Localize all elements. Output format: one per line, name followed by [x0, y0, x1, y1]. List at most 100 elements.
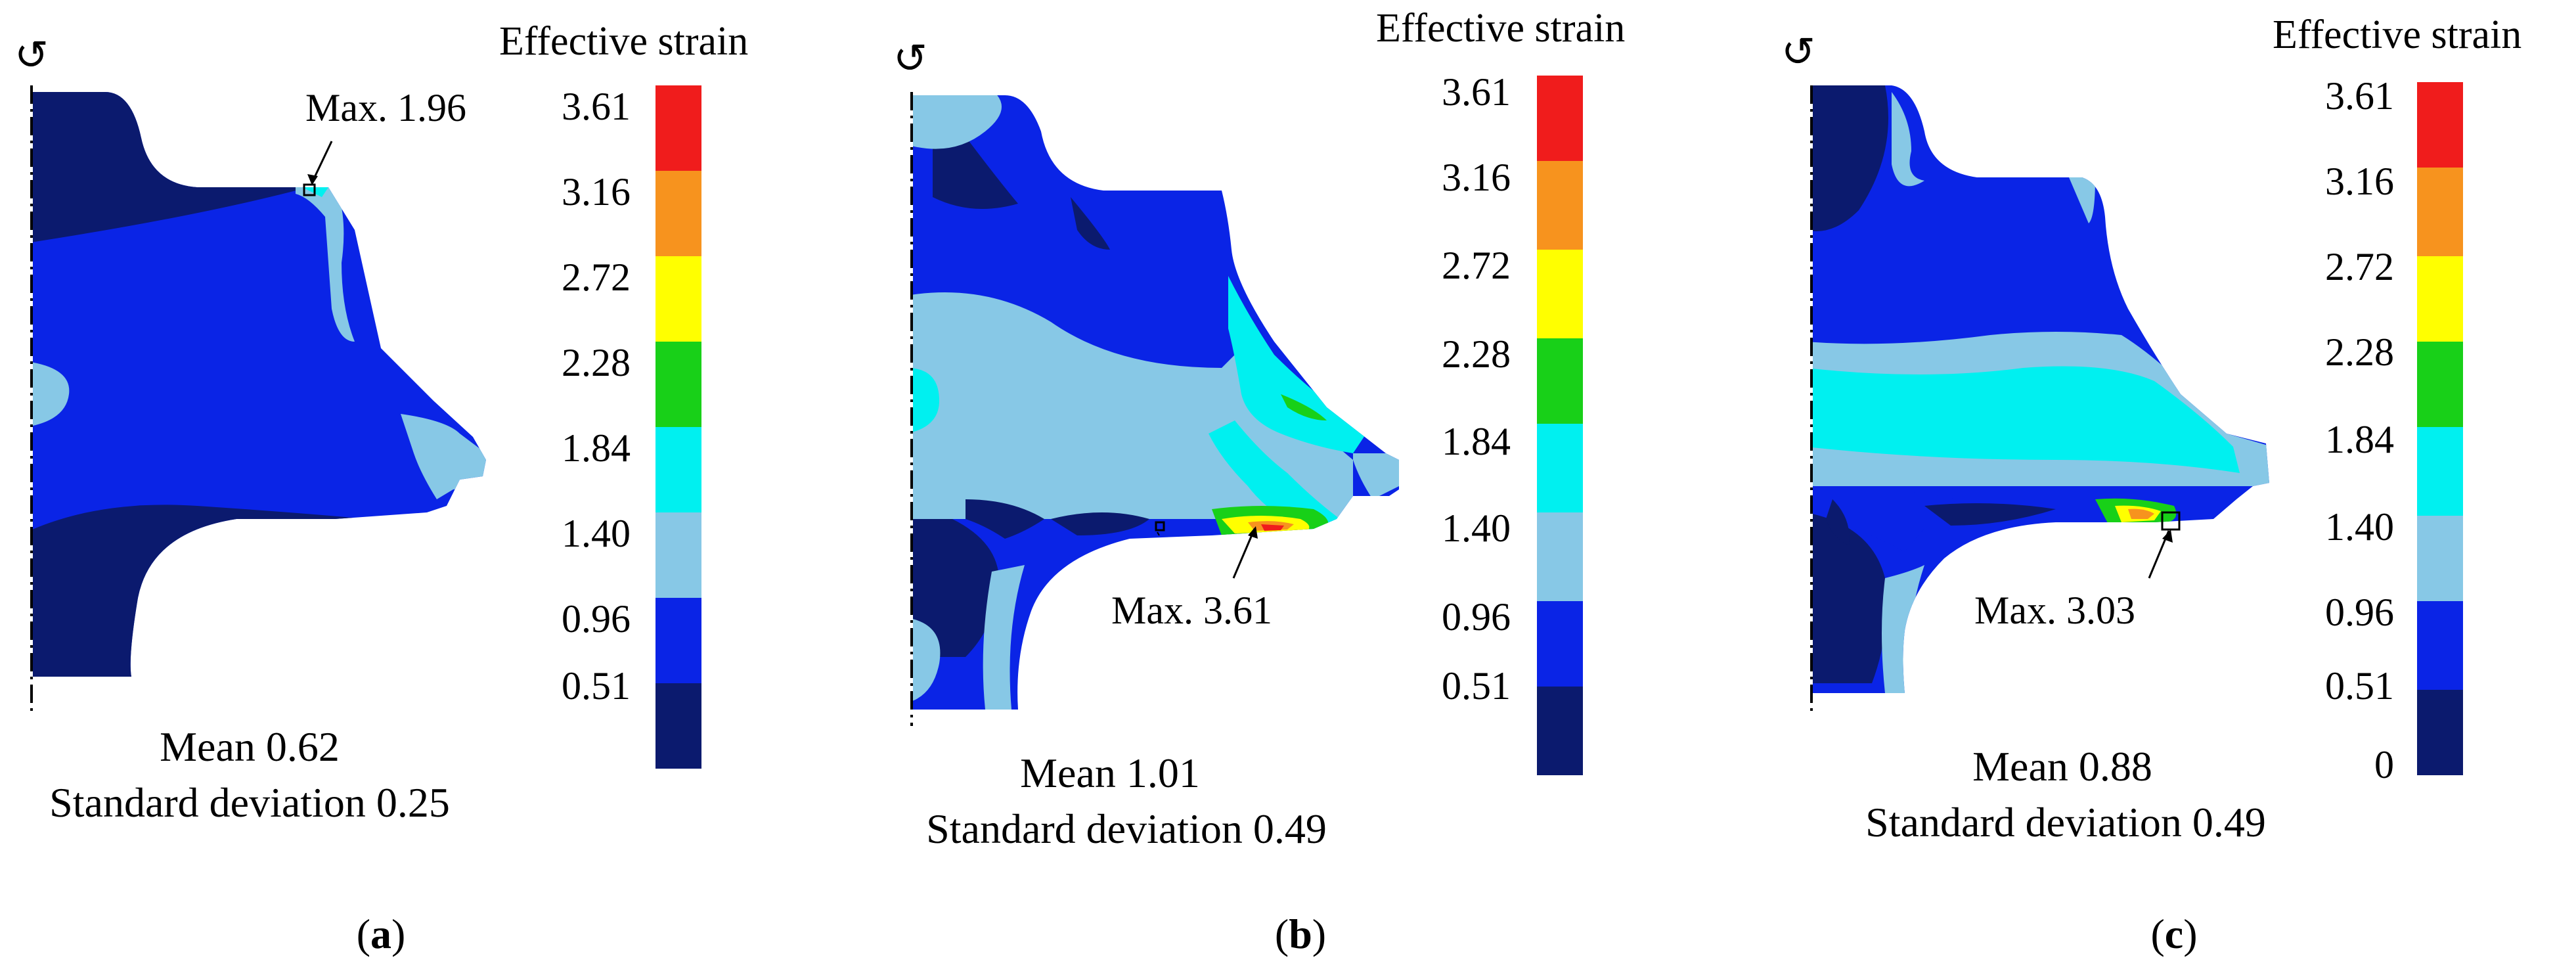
region-lightblue-corner [2069, 177, 2095, 223]
max-marker-b [1155, 521, 1165, 531]
tick-a-3: 2.28 [562, 341, 631, 384]
region-green-upper [1281, 394, 1327, 420]
legend-title-c: Effective strain [2273, 12, 2522, 57]
region-lightblue-left [33, 361, 70, 427]
max-arrowhead-b [1248, 526, 1258, 539]
region-navy-bottom [913, 519, 1000, 657]
panel-b: ↺ [854, 0, 1727, 971]
legend-swatch-orange [1537, 161, 1583, 250]
region-lightblue-top [913, 95, 1002, 149]
caption-a: (a) [356, 911, 406, 957]
legend-swatch-cyan [655, 427, 701, 512]
strain-map-c: ↺ [1781, 28, 2463, 775]
region-cyan-lower [1209, 420, 1340, 532]
tick-b-7: 0.51 [1442, 664, 1511, 708]
legend-swatch-cyan [1537, 424, 1583, 512]
max-label-b: Max. 3.61 [1111, 589, 1272, 632]
region-navy-bottom [1813, 512, 1887, 683]
region-navy-topleft [1813, 85, 1888, 231]
region-lightblue-topedge [1892, 92, 1924, 187]
tick-b-2: 2.72 [1442, 244, 1511, 287]
legend-swatch-green [2417, 342, 2463, 427]
mean-label-b: Mean 1.01 [1020, 750, 1200, 796]
tick-c-4: 1.84 [2325, 418, 2394, 461]
legend-swatch-green [1537, 338, 1583, 424]
max-leader-b [1232, 528, 1256, 579]
legend-title-b: Effective strain [1376, 6, 1626, 51]
tick-a-5: 1.40 [562, 512, 631, 555]
legend-bar-b [1537, 76, 1583, 775]
legend-swatch-navy [1537, 687, 1583, 775]
region-lightblue-rim [1353, 453, 1399, 499]
tick-b-1: 3.16 [1442, 156, 1511, 199]
tick-c-0: 3.61 [2325, 74, 2394, 118]
legend-swatch-yellow [2417, 256, 2463, 342]
sd-label-a: Standard deviation 0.25 [49, 779, 450, 826]
tick-a-6: 0.96 [562, 597, 631, 641]
tick-c-1: 3.16 [2325, 160, 2394, 203]
tick-b-3: 2.28 [1442, 332, 1511, 376]
legend-swatch-blue [2417, 601, 2463, 690]
tick-a-4: 1.84 [562, 426, 631, 470]
region-lightblue-neck [1882, 565, 1924, 693]
region-navy-fillet [1051, 512, 1149, 535]
legend-swatch-lightblue [1537, 512, 1583, 601]
region-lightblue-neck [983, 565, 1025, 710]
region-lightblue-bottom [913, 618, 941, 703]
legend-swatch-blue [1537, 601, 1583, 687]
sd-label-b: Standard deviation 0.49 [926, 805, 1327, 852]
tick-a-1: 3.16 [562, 170, 631, 214]
rotation-axis-icon: ↺ [1781, 28, 1815, 76]
sd-label-c: Standard deviation 0.49 [1865, 799, 2266, 846]
tick-b-6: 0.96 [1442, 595, 1511, 639]
legend-swatch-red [1537, 76, 1583, 161]
legend-bar-c [2417, 82, 2463, 775]
region-navy-bottom [33, 505, 368, 677]
tick-b-5: 1.40 [1442, 507, 1511, 550]
legend-swatch-green [655, 342, 701, 427]
strain-map-b: ↺ [893, 34, 1583, 775]
legend-bar-a [655, 85, 701, 769]
tick-c-2: 2.72 [2325, 245, 2394, 288]
tick-c-8: 0 [2374, 743, 2394, 786]
mean-label-a: Mean 0.62 [160, 723, 340, 770]
legend-swatch-yellow [655, 256, 701, 342]
panel-a: ↺ Max. 1.96 Effective strain 3.61 3.16 [0, 0, 854, 971]
region-navy-mid [966, 499, 1044, 539]
legend-swatch-blue [655, 598, 701, 683]
legend-title-a: Effective strain [499, 19, 749, 64]
legend-swatch-lightblue [2417, 516, 2463, 601]
tick-c-5: 1.40 [2325, 505, 2394, 549]
legend-swatch-cyan [2417, 427, 2463, 516]
legend-swatch-red [2417, 82, 2463, 168]
tick-c-7: 0.51 [2325, 664, 2394, 708]
caption-c: (c) [2150, 911, 2198, 957]
region-blue-lower [1813, 486, 1957, 552]
mean-label-c: Mean 0.88 [1972, 743, 2152, 790]
region-lightblue-rim [401, 414, 486, 499]
caption-b: (b) [1274, 911, 1327, 957]
tick-a-7: 0.51 [562, 664, 631, 708]
legend-swatch-red [655, 85, 701, 171]
region-cyan-band [1813, 366, 2240, 473]
max-label-a: Max. 1.96 [305, 86, 466, 129]
tick-b-4: 1.84 [1442, 420, 1511, 463]
max-tick-b [1157, 531, 1160, 536]
tick-a-0: 3.61 [562, 85, 631, 128]
legend-swatch-navy [2417, 690, 2463, 775]
legend-swatch-orange [655, 171, 701, 256]
legend-swatch-navy [655, 683, 701, 769]
region-red-hotspot [1261, 524, 1284, 531]
legend-swatch-lightblue [655, 512, 701, 598]
region-navy-fillet [1924, 503, 2056, 526]
region-cyan-left [913, 368, 939, 434]
tick-b-0: 3.61 [1442, 70, 1511, 114]
region-navy-small [1826, 499, 1850, 545]
region-lightblue-flange [296, 184, 355, 342]
legend-swatch-orange [2417, 168, 2463, 256]
rotation-axis-icon: ↺ [14, 31, 49, 79]
max-marker-a [303, 183, 316, 196]
max-label-c: Max. 3.03 [1974, 589, 2135, 632]
max-arrowhead-a [307, 174, 318, 185]
panel-c: ↺ Max. [1727, 0, 2576, 971]
